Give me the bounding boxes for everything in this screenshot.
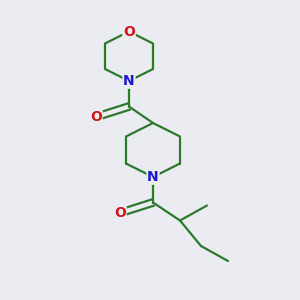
Text: N: N <box>147 170 159 184</box>
Text: O: O <box>114 206 126 220</box>
Text: N: N <box>123 74 135 88</box>
Text: O: O <box>123 25 135 38</box>
Text: O: O <box>90 110 102 124</box>
